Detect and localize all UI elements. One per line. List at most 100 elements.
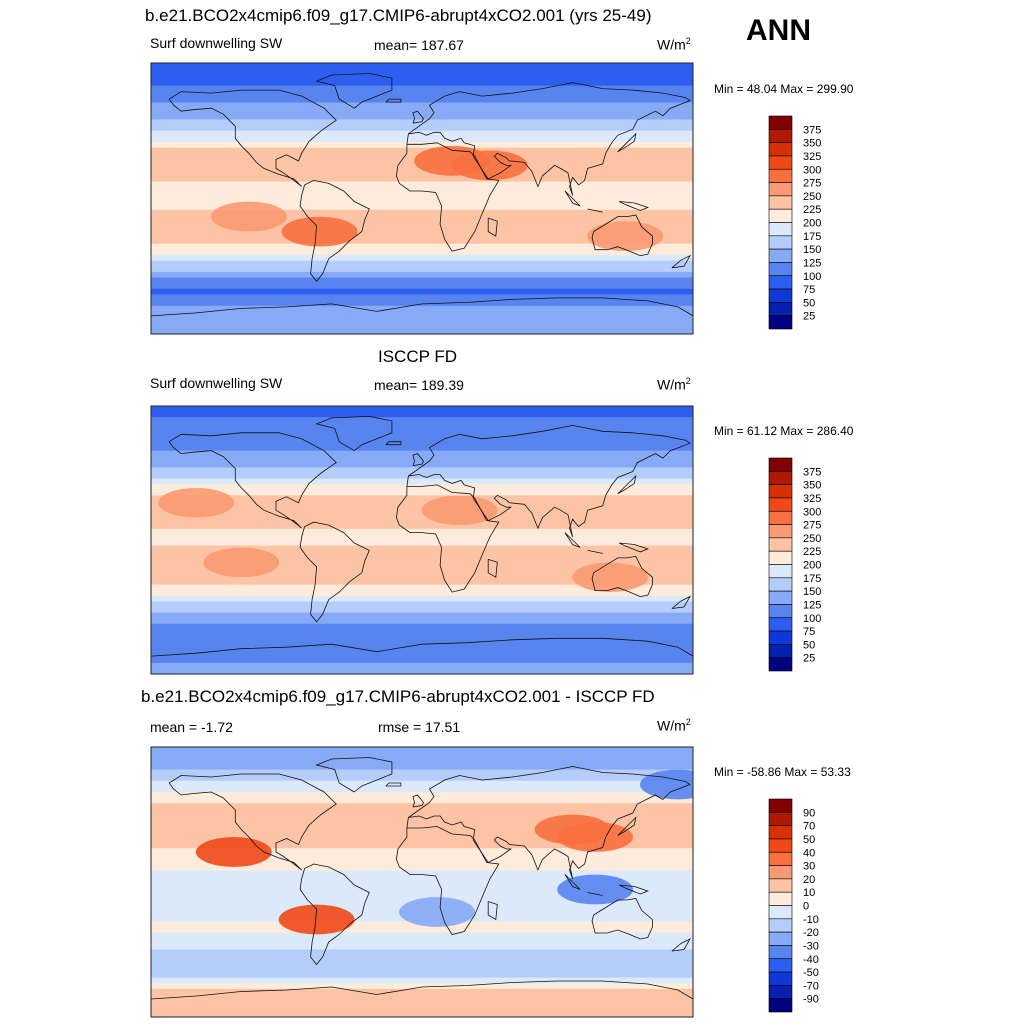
field-band	[151, 820, 693, 827]
field-band	[151, 311, 693, 318]
coastline	[617, 474, 637, 495]
field-band	[151, 775, 693, 782]
field-band	[151, 523, 693, 530]
field-band	[151, 300, 693, 307]
field-band	[151, 983, 693, 990]
panel-3-minmax: Min = -58.86 Max = 53.33	[714, 765, 851, 779]
field-band	[151, 803, 693, 810]
colorbar-swatch	[768, 985, 793, 999]
coastline	[617, 132, 637, 153]
panel-1-variable-label: Surf downwelling SW	[150, 35, 283, 51]
field-band	[151, 238, 693, 245]
colorbar-tick-label: 75	[803, 284, 815, 296]
coastline	[385, 441, 402, 446]
map-frame-2	[150, 405, 694, 675]
field-band	[151, 657, 693, 664]
map-field-1	[151, 63, 693, 334]
field-band	[151, 668, 693, 674]
field-band	[151, 618, 693, 625]
colorbar-swatch	[768, 484, 793, 499]
colorbar-tick-label: 100	[803, 613, 821, 625]
field-band	[151, 573, 693, 580]
field-band	[151, 601, 693, 608]
field-band	[151, 294, 693, 301]
panel-3-mean-label: mean = -1.72	[150, 719, 233, 735]
colorbar-swatch	[768, 457, 793, 472]
field-feature	[640, 769, 693, 800]
colorbar-swatch	[768, 564, 793, 579]
colorbar-tick-label: 200	[803, 218, 821, 230]
field-feature	[557, 822, 634, 852]
field-band	[151, 556, 693, 563]
field-band	[151, 85, 693, 92]
field-band	[151, 758, 693, 765]
map-panel-3	[150, 746, 694, 1018]
colorbar-swatch	[768, 550, 793, 565]
field-band	[151, 209, 693, 217]
colorbar-tick-label: 250	[803, 533, 821, 545]
field-feature	[203, 547, 280, 578]
coastline	[564, 874, 581, 890]
field-band	[151, 411, 693, 418]
panel-2-mean-label: mean= 189.39	[374, 377, 464, 393]
colorbar-swatch	[768, 168, 793, 183]
field-band	[151, 181, 693, 188]
field-band	[151, 955, 693, 962]
colorbar-tick-label: 75	[803, 626, 815, 638]
coastline	[395, 484, 500, 593]
field-band	[151, 417, 693, 424]
field-band	[151, 277, 693, 284]
colorbar-swatch	[768, 115, 793, 130]
field-band	[151, 876, 693, 883]
field-band	[151, 662, 693, 670]
field-band	[151, 175, 693, 183]
field-band	[151, 204, 693, 211]
map-frame-1	[150, 62, 694, 335]
colorbar-tick-label: 40	[803, 847, 815, 859]
field-band	[151, 966, 693, 973]
field-feature	[572, 562, 649, 592]
field-band	[151, 484, 693, 491]
field-band	[151, 478, 693, 485]
colorbar-swatch	[768, 812, 793, 826]
field-band	[151, 96, 693, 104]
colorbar-tick-label: 300	[803, 164, 821, 176]
map-field-3	[151, 747, 693, 1017]
field-band	[151, 500, 693, 508]
colorbar-tick-label: -90	[803, 994, 819, 1006]
field-band	[151, 495, 693, 502]
panel-3-rmse-label: rmse = 17.51	[378, 719, 461, 735]
field-band	[151, 607, 693, 614]
field-band	[151, 567, 693, 575]
coastline	[487, 559, 498, 578]
colorbar-swatch	[768, 262, 793, 277]
field-band	[151, 63, 693, 70]
coastline	[395, 142, 500, 252]
field-band	[151, 859, 693, 866]
colorbar-swatch	[768, 182, 793, 197]
panel-2-title: ISCCP FD	[378, 347, 458, 366]
field-band	[151, 79, 693, 87]
field-band	[151, 74, 693, 81]
coastline	[151, 297, 693, 317]
field-band	[151, 450, 693, 457]
field-feature	[195, 837, 272, 867]
colorbar-swatch	[768, 945, 793, 960]
field-feature	[557, 874, 634, 905]
field-band	[151, 640, 693, 647]
field-band	[151, 545, 693, 552]
colorbar-swatch	[768, 958, 793, 973]
field-band	[151, 972, 693, 979]
colorbar-swatch	[768, 905, 793, 920]
field-band	[151, 467, 693, 474]
field-band	[151, 943, 693, 951]
colorbar-tick-label: 30	[803, 861, 815, 873]
coastline	[412, 110, 424, 124]
field-band	[151, 119, 693, 126]
colorbar-tick-label: 150	[803, 586, 821, 598]
colorbar-swatch	[768, 604, 793, 619]
field-band	[151, 406, 693, 413]
coastline	[412, 453, 424, 466]
